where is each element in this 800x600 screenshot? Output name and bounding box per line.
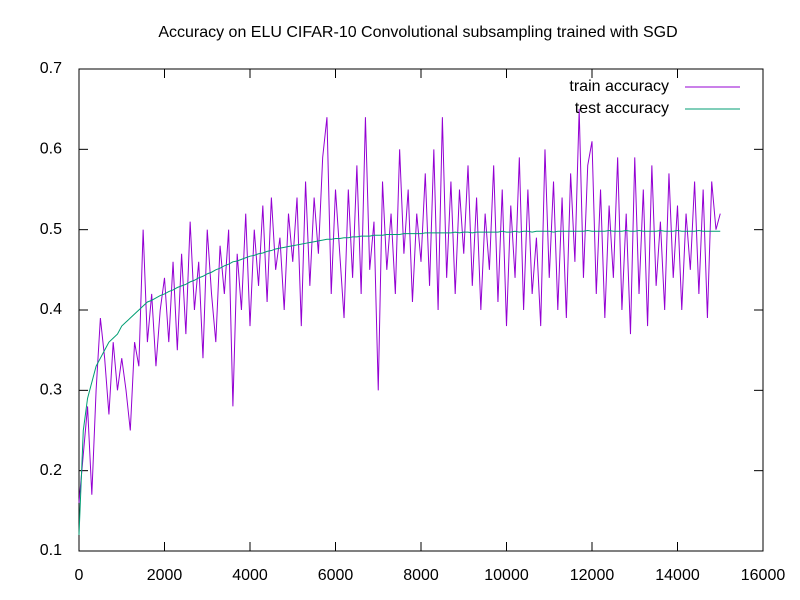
legend-label: train accuracy	[569, 78, 669, 95]
y-tick-label: 0.3	[40, 382, 62, 399]
x-tick-label: 6000	[318, 567, 354, 584]
x-tick-label: 2000	[147, 567, 183, 584]
x-tick-label: 16000	[741, 567, 786, 584]
chart-title: Accuracy on ELU CIFAR-10 Convolutional s…	[158, 24, 677, 41]
y-tick-label: 0.5	[40, 221, 62, 238]
x-tick-label: 4000	[232, 567, 268, 584]
x-tick-label: 8000	[403, 567, 439, 584]
y-tick-label: 0.2	[40, 462, 62, 479]
y-tick-label: 0.1	[40, 542, 62, 559]
x-tick-label: 12000	[570, 567, 615, 584]
series-line	[78, 229, 721, 535]
x-tick-label: 10000	[484, 567, 529, 584]
y-tick-label: 0.6	[40, 141, 62, 158]
x-tick-label: 0	[75, 567, 84, 584]
y-tick-label: 0.7	[40, 60, 62, 77]
series-line	[78, 109, 721, 503]
x-tick-label: 14000	[655, 567, 700, 584]
legend-label: test accuracy	[575, 100, 669, 117]
y-tick-label: 0.4	[40, 301, 62, 318]
